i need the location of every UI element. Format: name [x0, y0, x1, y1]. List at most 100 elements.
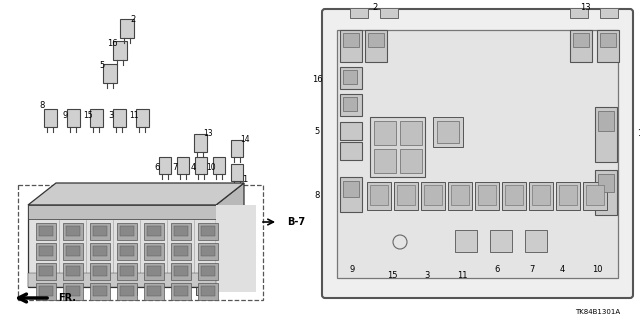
Bar [350, 8, 368, 18]
Bar [93, 286, 107, 296]
Bar [113, 41, 127, 60]
Bar [340, 94, 362, 116]
Bar [39, 286, 53, 296]
Text: 1: 1 [243, 175, 248, 184]
Text: 15: 15 [83, 112, 93, 121]
Text: FR.: FR. [58, 293, 76, 303]
Bar [120, 19, 134, 38]
Bar [421, 182, 445, 210]
Text: 2: 2 [131, 16, 136, 25]
Text: 4: 4 [559, 265, 564, 275]
Text: 3: 3 [424, 271, 429, 279]
Bar [136, 109, 148, 127]
Bar [113, 109, 125, 127]
Bar [367, 182, 391, 210]
Bar [570, 30, 592, 62]
Bar [193, 134, 207, 152]
Bar [171, 263, 191, 280]
Bar [159, 157, 171, 174]
Bar [63, 283, 83, 300]
Bar [201, 286, 215, 296]
Text: 6: 6 [494, 265, 500, 275]
Bar [39, 226, 53, 236]
Text: TK84B1301A: TK84B1301A [575, 309, 620, 315]
Bar [475, 182, 499, 210]
Bar [171, 243, 191, 260]
Bar [93, 266, 107, 276]
Text: 10: 10 [206, 162, 216, 172]
Text: 2: 2 [372, 3, 378, 11]
Text: B-7: B-7 [287, 217, 305, 227]
Bar [174, 226, 188, 236]
Bar [340, 177, 362, 212]
Bar [28, 273, 216, 287]
FancyBboxPatch shape [322, 9, 633, 298]
Bar [63, 243, 83, 260]
Bar [66, 246, 80, 256]
Bar [90, 243, 110, 260]
Bar [490, 230, 512, 252]
Text: 16: 16 [107, 39, 117, 48]
Bar [120, 286, 134, 296]
Text: 9: 9 [62, 112, 68, 121]
Bar [36, 263, 56, 280]
Bar [570, 8, 588, 18]
Bar [18, 185, 263, 300]
Bar [171, 283, 191, 300]
Bar [437, 121, 459, 143]
Bar [216, 205, 256, 292]
Bar [144, 283, 164, 300]
Bar [198, 263, 218, 280]
Bar [198, 223, 218, 240]
Bar [90, 223, 110, 240]
Bar [67, 109, 79, 127]
Bar [380, 8, 398, 18]
Bar [595, 107, 617, 162]
Text: 11: 11 [129, 112, 139, 121]
Text: 13: 13 [580, 3, 590, 11]
Bar [451, 185, 469, 205]
Text: 7: 7 [529, 265, 534, 275]
Bar [343, 33, 359, 47]
Bar [63, 223, 83, 240]
Bar [177, 157, 189, 174]
Bar [600, 8, 618, 18]
Bar [374, 149, 396, 173]
Text: 16: 16 [312, 76, 323, 85]
Bar [525, 230, 547, 252]
Text: 3: 3 [108, 112, 114, 121]
Bar [174, 286, 188, 296]
Bar [502, 182, 526, 210]
Bar [532, 185, 550, 205]
Text: 6: 6 [154, 162, 160, 172]
Bar [559, 185, 577, 205]
Bar [36, 283, 56, 300]
Bar [529, 182, 553, 210]
Bar [90, 109, 102, 127]
Bar [556, 182, 580, 210]
Bar [478, 185, 496, 205]
Bar [573, 33, 589, 47]
Bar [144, 243, 164, 260]
Bar [370, 185, 388, 205]
Bar [117, 263, 137, 280]
Text: 14: 14 [240, 136, 250, 145]
Bar [117, 243, 137, 260]
Bar [147, 226, 161, 236]
Bar [144, 223, 164, 240]
Bar [400, 149, 422, 173]
Polygon shape [216, 183, 244, 287]
Text: 15: 15 [387, 271, 397, 279]
Bar [201, 266, 215, 276]
Text: 10: 10 [592, 265, 602, 275]
Polygon shape [28, 183, 244, 205]
Bar [147, 246, 161, 256]
Bar [36, 223, 56, 240]
Bar [147, 286, 161, 296]
Bar [63, 263, 83, 280]
Bar [340, 30, 362, 62]
Bar [93, 226, 107, 236]
Text: 8: 8 [314, 190, 320, 199]
Bar [198, 283, 218, 300]
FancyBboxPatch shape [337, 30, 618, 278]
